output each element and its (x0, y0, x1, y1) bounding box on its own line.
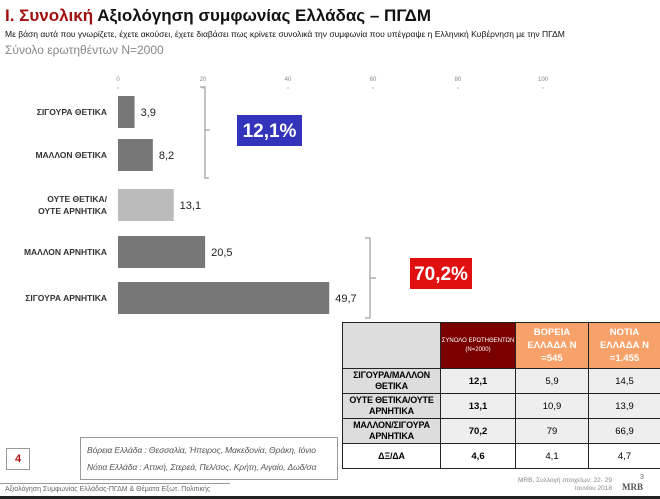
header-south: ΝΟΤΙΑ ΕΛΛΑΔΑ N =1.455 (588, 322, 660, 369)
bracket (200, 86, 210, 179)
footer-text: Αξιολόγηση Συμφωνίας Ελλάδας-ΠΓΔΜ & Θέμα… (5, 486, 211, 493)
divider (0, 483, 230, 484)
tick-label: 20 (200, 77, 207, 83)
header-north: ΒΟΡΕΙΑ ΕΛΛΑΔΑ N =545 (515, 322, 589, 369)
title-prefix: Ι. Συνολική (5, 6, 94, 25)
source-text: MRB, Συλλογή στοιχείων: 22- 29 Ιουνίου 2… (518, 477, 612, 492)
bar (118, 282, 330, 314)
cell-north: 10,9 (515, 393, 589, 419)
cell-total: 70,2 (440, 418, 516, 444)
value-label: 8,2 (159, 150, 174, 162)
category-label: ΜΑΛΛΟΝ ΑΡΝΗΤΙΚΑ (24, 247, 107, 257)
cell-south: 14,5 (588, 368, 660, 394)
cell-total: 4,6 (440, 443, 516, 469)
group-total-box (237, 115, 302, 146)
row-label: ΣΙΓΟΥΡΑ/ΜΑΛΛΟΝ ΘΕΤΙΚΑ (342, 368, 441, 394)
group-total-box (410, 258, 472, 289)
cell-south: 4,7 (588, 443, 660, 469)
bar-chart: 0 20 40 60 80 100 3,9 ΣΙΓΟΥΡΑ ΘΕΤΙΚΑ 8,2 ΜΑΛΛΟΝ Θ… (24, 77, 549, 319)
table-row: ΣΙΓΟΥΡΑ/ΜΑΛΛΟΝ ΘΕΤΙΚΑ 12,1 5,9 14,5 (342, 368, 660, 394)
bar (118, 96, 135, 128)
page-number: 4 (6, 448, 30, 470)
row-label: ΜΑΛΛΟΝ/ΣΙΓΟΥΡΑ ΑΡΝΗΤΙΚΑ (342, 418, 441, 444)
cell-south: 66,9 (588, 418, 660, 444)
slide-number: 3 (640, 474, 644, 481)
cell-north: 79 (515, 418, 589, 444)
results-table: ΣΥΝΟΛΟ ΕΡΩΤΗΘΕΝΤΩΝ (N=2000) ΒΟΡΕΙΑ ΕΛΛΑΔ… (342, 322, 660, 469)
tick-label: 40 (285, 77, 292, 83)
value-label: 13,1 (180, 200, 201, 212)
value-label: 49,7 (335, 293, 356, 305)
tick-label: 100 (538, 77, 549, 83)
cell-north: 4,1 (515, 443, 589, 469)
row-label: ΔΞ/ΔΑ (342, 443, 441, 469)
header-total: ΣΥΝΟΛΟ ΕΡΩΤΗΘΕΝΤΩΝ (N=2000) (440, 322, 516, 369)
mrb-logo: MRB (622, 482, 643, 492)
category-label: ΣΙΓΟΥΡΑ ΑΡΝΗΤΙΚΑ (25, 293, 107, 303)
table-header-row: ΣΥΝΟΛΟ ΕΡΩΤΗΘΕΝΤΩΝ (N=2000) ΒΟΡΕΙΑ ΕΛΛΑΔ… (342, 322, 660, 369)
bar (118, 189, 174, 221)
tick-label: 80 (455, 77, 462, 83)
cell-total: 13,1 (440, 393, 516, 419)
category-label: ΟΥΤΕ ΘΕΤΙΚΑ/ΟΥΤΕ ΑΡΝΗΤΙΚΑ (38, 194, 108, 216)
cell-total: 12,1 (440, 368, 516, 394)
bar (118, 139, 153, 171)
table-row: ΜΑΛΛΟΝ/ΣΙΓΟΥΡΑ ΑΡΝΗΤΙΚΑ 70,2 79 66,9 (342, 418, 660, 444)
tick-label: 60 (370, 77, 377, 83)
value-label: 3,9 (141, 107, 156, 119)
table-row: ΔΞ/ΔΑ 4,6 4,1 4,7 (342, 443, 660, 469)
sample-base: Σύνολο ερωτηθέντων Ν=2000 (5, 43, 164, 57)
group-total-label: 12,1% (243, 121, 297, 142)
row-label: ΟΥΤΕ ΘΕΤΙΚΑ/ΟΥΤΕ ΑΡΝΗΤΙΚΑ (342, 393, 441, 419)
page-title: Ι. Συνολική Αξιολόγηση συμφωνίας Ελλάδας… (5, 6, 431, 26)
bar (118, 236, 206, 268)
empty-cell (342, 322, 441, 369)
bottom-bar (0, 496, 660, 499)
table-row: ΟΥΤΕ ΘΕΤΙΚΑ/ΟΥΤΕ ΑΡΝΗΤΙΚΑ 13,1 10,9 13,9 (342, 393, 660, 419)
category-label: ΜΑΛΛΟΝ ΘΕΤΙΚΑ (35, 150, 107, 160)
cell-south: 13,9 (588, 393, 660, 419)
category-label: ΣΙΓΟΥΡΑ ΘΕΤΙΚΑ (37, 107, 107, 117)
title-rest: Αξιολόγηση συμφωνίας Ελλάδας – ΠΓΔΜ (93, 6, 432, 25)
note-south: Νότια Ελλάδα : Αττική, Στερεά, Πελ/σος, … (87, 462, 317, 472)
region-notes: Βόρεια Ελλάδα : Θεσσαλία, Ήπειρος, Μακεδ… (80, 437, 338, 480)
group-total-label: 70,2% (414, 264, 468, 285)
cell-north: 5,9 (515, 368, 589, 394)
tick-label: 0 (116, 77, 120, 83)
note-north: Βόρεια Ελλάδα : Θεσσαλία, Ήπειρος, Μακεδ… (87, 445, 316, 455)
question-text: Με βάση αυτά που γνωρίζετε, έχετε ακούσε… (5, 29, 565, 39)
bracket (365, 237, 376, 319)
value-label: 20,5 (211, 247, 232, 259)
